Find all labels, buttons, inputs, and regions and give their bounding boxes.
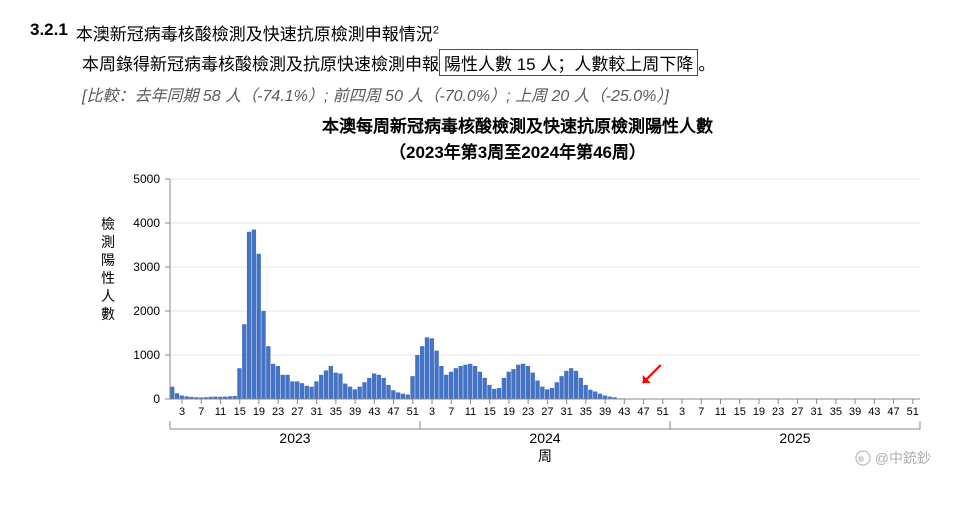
svg-text:39: 39 [349, 406, 361, 418]
svg-text:5000: 5000 [133, 172, 160, 186]
svg-text:35: 35 [830, 406, 842, 418]
svg-text:陽: 陽 [101, 252, 115, 268]
svg-text:3: 3 [679, 406, 685, 418]
svg-text:7: 7 [198, 406, 204, 418]
footnote-ref: 2 [433, 24, 439, 36]
svg-text:51: 51 [407, 406, 419, 418]
comparison-text: [比較：去年同期 58 人（-74.1%）; 前四周 50 人（-70.0%）;… [82, 82, 945, 106]
svg-text:3000: 3000 [133, 260, 160, 274]
svg-text:0: 0 [153, 392, 160, 406]
chart-svg: 0 1000 2000 3000 4000 5000 檢測陽性人數 3 7 11 15 19 23 27 3… [90, 169, 930, 469]
svg-text:3: 3 [179, 406, 185, 418]
svg-text:47: 47 [887, 406, 899, 418]
svg-text:31: 31 [811, 406, 823, 418]
chart-container: 本澳每周新冠病毒核酸檢測及快速抗原檢測陽性人數 （2023年第3周至2024年第… [90, 114, 945, 474]
svg-text:23: 23 [522, 406, 534, 418]
svg-text:2000: 2000 [133, 304, 160, 318]
svg-text:3: 3 [429, 406, 435, 418]
svg-text:周: 周 [538, 448, 552, 464]
svg-text:檢: 檢 [101, 216, 115, 232]
svg-text:11: 11 [715, 406, 726, 418]
svg-text:39: 39 [849, 406, 861, 418]
svg-text:23: 23 [272, 406, 284, 418]
chart-title: 本澳每周新冠病毒核酸檢測及快速抗原檢測陽性人數 （2023年第3周至2024年第… [90, 114, 945, 165]
highlight-box: 陽性人數 15 人；人數較上周下降 [439, 49, 698, 76]
svg-text:7: 7 [448, 406, 454, 418]
svg-text:31: 31 [311, 406, 323, 418]
svg-text:1000: 1000 [133, 348, 160, 362]
body-text: 本周錄得新冠病毒核酸檢測及抗原快速檢測申報陽性人數 15 人；人數較上周下降。 [82, 49, 945, 76]
svg-text:15: 15 [734, 406, 746, 418]
svg-text:39: 39 [599, 406, 611, 418]
svg-text:27: 27 [541, 406, 553, 418]
svg-text:43: 43 [368, 406, 380, 418]
section-title: 本澳新冠病毒核酸檢測及快速抗原檢測申報情況2 [76, 20, 439, 45]
svg-text:19: 19 [253, 406, 265, 418]
section-number: 3.2.1 [30, 20, 68, 45]
svg-text:測: 測 [101, 234, 115, 250]
svg-text:27: 27 [291, 406, 303, 418]
svg-text:43: 43 [868, 406, 880, 418]
svg-text:35: 35 [330, 406, 342, 418]
svg-text:人: 人 [101, 288, 115, 304]
watermark: @中銃鈔 [855, 448, 931, 468]
svg-text:23: 23 [772, 406, 784, 418]
body-prefix: 本周錄得新冠病毒核酸檢測及抗原快速檢測申報 [82, 55, 439, 74]
svg-text:31: 31 [561, 406, 573, 418]
svg-text:11: 11 [465, 406, 476, 418]
svg-text:11: 11 [215, 406, 226, 418]
svg-text:15: 15 [484, 406, 496, 418]
svg-text:性: 性 [101, 270, 115, 286]
svg-text:27: 27 [791, 406, 803, 418]
svg-text:19: 19 [753, 406, 765, 418]
svg-text:47: 47 [387, 406, 399, 418]
svg-text:2025: 2025 [779, 430, 810, 446]
body-suffix: 。 [698, 55, 715, 74]
svg-text:51: 51 [657, 406, 669, 418]
svg-text:19: 19 [503, 406, 515, 418]
svg-text:4000: 4000 [133, 216, 160, 230]
svg-text:43: 43 [618, 406, 630, 418]
svg-text:2024: 2024 [529, 430, 560, 446]
svg-text:35: 35 [580, 406, 592, 418]
svg-text:51: 51 [907, 406, 919, 418]
svg-text:數: 數 [101, 306, 115, 322]
svg-text:15: 15 [234, 406, 246, 418]
svg-text:7: 7 [698, 406, 704, 418]
svg-text:2023: 2023 [279, 430, 310, 446]
svg-text:47: 47 [637, 406, 649, 418]
weibo-icon [855, 450, 871, 466]
